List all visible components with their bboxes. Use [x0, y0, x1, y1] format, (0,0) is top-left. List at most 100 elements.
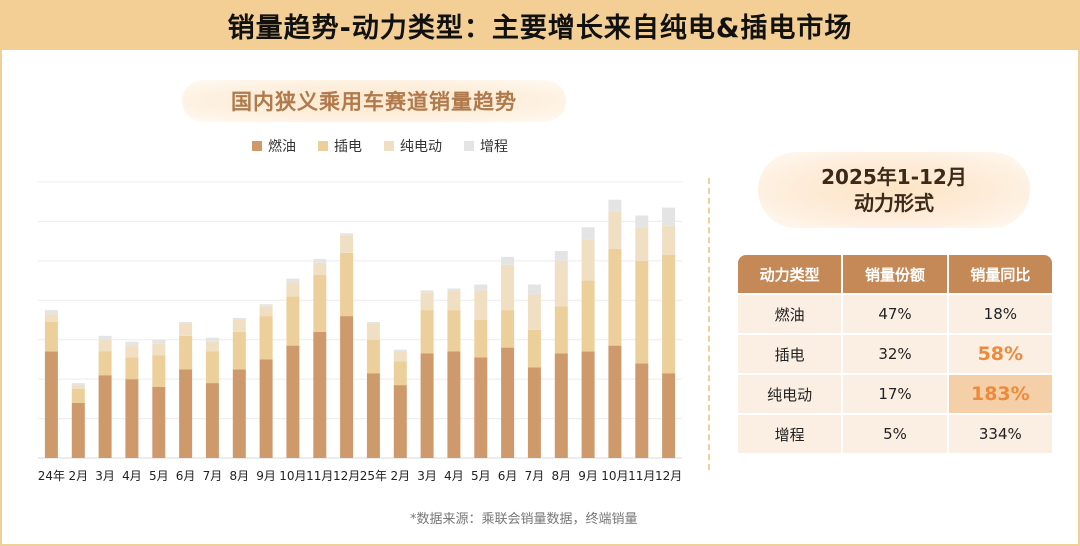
legend-item-erev: 增程	[464, 136, 508, 156]
col-header-yoy: 销量同比	[948, 255, 1052, 293]
bar-segment-bev	[554, 260, 568, 307]
bar-segment-fuel	[98, 375, 112, 458]
bar-segment-bev	[420, 292, 434, 311]
bar-segment-bev	[581, 239, 595, 281]
bar-segment-bev	[179, 323, 193, 336]
bar-segment-fuel	[527, 367, 541, 458]
bar-segment-phev	[447, 310, 461, 352]
legend-label-erev: 增程	[480, 139, 508, 155]
x-tick-label: 5月	[149, 469, 169, 483]
period-subtitle: 动力形式	[854, 191, 934, 215]
chart-title: 国内狭义乘用车赛道销量趋势	[231, 90, 517, 114]
x-tick-label: 7月	[203, 469, 223, 483]
cell-yoy: 183%	[948, 375, 1052, 413]
bar-segment-erev	[554, 251, 568, 261]
legend-swatch-bev	[384, 141, 394, 151]
bar-segment-fuel	[420, 353, 434, 458]
x-tick-label: 3月	[95, 469, 115, 483]
bar-segment-fuel	[635, 363, 649, 458]
x-tick-label: 12月	[655, 469, 682, 483]
legend-swatch-fuel	[252, 141, 262, 151]
header-bar: 销量趋势-动力类型：主要增长来自纯电&插电市场	[0, 0, 1080, 50]
bar-segment-phev	[474, 320, 488, 358]
bar-segment-bev	[635, 227, 649, 261]
bar-segment-erev	[420, 290, 434, 293]
bar-segment-bev	[474, 290, 488, 320]
bar-segment-erev	[340, 233, 354, 236]
bar-segment-erev	[71, 383, 85, 386]
bar-segment-fuel	[125, 379, 139, 458]
bar-segment-fuel	[259, 359, 273, 458]
bar-segment-fuel	[71, 402, 85, 458]
x-tick-label: 9月	[256, 469, 276, 483]
bar-segment-erev	[608, 199, 622, 212]
bar-segment-bev	[286, 282, 300, 297]
bar-segment-phev	[608, 249, 622, 346]
stacked-bar-chart: 24年 2月 3月 4月 5月 6月 7月 8月 9月 10月 11月 12月 25年 2月 3月 4月 5月 6…	[38, 181, 682, 483]
bar-segment-phev	[393, 361, 407, 386]
bar-segment-fuel	[662, 373, 676, 458]
chart-title-pill: 国内狭义乘用车赛道销量趋势	[182, 80, 566, 122]
bar-segment-fuel	[286, 345, 300, 458]
bar-segment-bev	[232, 320, 246, 332]
bar-segment-fuel	[44, 351, 58, 458]
legend-swatch-erev	[464, 141, 474, 151]
bar-segment-phev	[232, 331, 246, 370]
bar-segment-fuel	[313, 331, 327, 458]
cell-yoy: 58%	[948, 335, 1052, 373]
bar-segment-erev	[501, 256, 515, 265]
x-tick-label: 10月	[279, 469, 306, 483]
chart-legend: 燃油 插电 纯电动 增程	[252, 136, 508, 156]
cell-yoy: 334%	[948, 415, 1052, 453]
bar-segment-fuel	[554, 353, 568, 458]
bar-segment-bev	[152, 343, 166, 356]
legend-item-bev: 纯电动	[384, 136, 442, 156]
x-tick-label: 6月	[176, 469, 196, 483]
x-tick-label: 2月	[68, 469, 88, 483]
bar-segment-erev	[474, 284, 488, 291]
cell-share: 5%	[843, 415, 947, 453]
x-tick-label: 8月	[229, 469, 249, 483]
bar-segment-bev	[501, 264, 515, 311]
bar-segment-fuel	[205, 383, 219, 458]
bar-segment-fuel	[340, 316, 354, 458]
bar-segment-erev	[635, 215, 649, 228]
x-tick-label: 2月	[390, 469, 410, 483]
cell-share: 47%	[843, 295, 947, 333]
bar-segment-bev	[71, 385, 85, 389]
bar-segment-phev	[635, 260, 649, 364]
x-tick-label: 25年	[360, 469, 387, 483]
bar-segment-bev	[447, 290, 461, 311]
x-tick-label: 8月	[551, 469, 571, 483]
x-tick-label: 9月	[578, 469, 598, 483]
bar-segment-erev	[662, 207, 676, 226]
bar-segment-phev	[554, 306, 568, 354]
bar-segment-phev	[420, 310, 434, 354]
legend-item-fuel: 燃油	[252, 136, 296, 156]
bar-segment-erev	[581, 227, 595, 240]
x-tick-label: 6月	[498, 469, 518, 483]
bar-segment-bev	[527, 294, 541, 330]
table-row: 燃油 47% 18%	[738, 295, 1052, 333]
bar-segment-bev	[98, 339, 112, 352]
bar-segment-fuel	[474, 357, 488, 458]
bar-segment-fuel	[393, 385, 407, 458]
bar-segment-phev	[501, 310, 515, 348]
cell-share: 17%	[843, 375, 947, 413]
bar-segment-phev	[581, 280, 595, 352]
legend-label-bev: 纯电动	[400, 139, 442, 155]
bar-segment-bev	[205, 341, 219, 352]
bar-segment-fuel	[501, 347, 515, 458]
bar-segment-erev	[286, 278, 300, 283]
col-header-share: 销量份额	[843, 255, 947, 293]
bar-segment-fuel	[232, 369, 246, 458]
table-row: 增程 5% 334%	[738, 415, 1052, 453]
bar-segment-fuel	[366, 373, 380, 458]
power-type-table: 动力类型 销量份额 销量同比 燃油 47% 18% 插电 32% 58% 纯电动…	[736, 253, 1054, 455]
bar-segment-fuel	[179, 369, 193, 458]
legend-swatch-phev	[318, 141, 328, 151]
bar-segment-phev	[179, 335, 193, 370]
table-row: 纯电动 17% 183%	[738, 375, 1052, 413]
bar-segment-erev	[393, 349, 407, 352]
bar-segment-erev	[527, 284, 541, 295]
